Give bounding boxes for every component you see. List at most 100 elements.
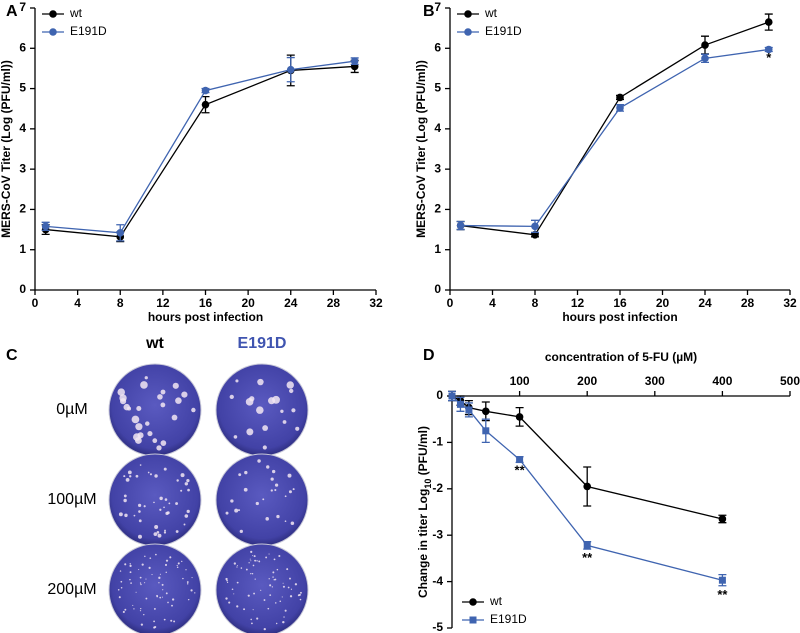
plaque	[225, 597, 228, 600]
plaque	[274, 488, 277, 492]
y-axis-label: MERS-CoV Titer (Log (PFU/ml))	[0, 60, 13, 238]
x-tick-label: 8	[117, 296, 124, 310]
plaque	[137, 432, 144, 439]
plaque	[159, 508, 162, 511]
plaque	[132, 604, 134, 606]
marker	[701, 54, 709, 63]
plaque	[225, 577, 228, 581]
legend-label: E191D	[490, 612, 527, 626]
plaque	[269, 584, 272, 587]
plaque	[256, 560, 258, 562]
plaque	[164, 498, 168, 501]
plaque	[159, 496, 163, 501]
x-tick-label: 100	[510, 374, 530, 388]
plaque	[286, 381, 294, 389]
plaque	[176, 479, 179, 482]
series-line	[45, 65, 355, 238]
plaque	[291, 408, 296, 413]
plaque	[281, 596, 283, 598]
x-tick-label: 200	[577, 374, 597, 388]
plaque	[139, 464, 142, 466]
plaque	[260, 589, 262, 591]
plaque	[123, 403, 130, 411]
plaque	[230, 499, 234, 503]
legend-marker	[49, 10, 57, 18]
y-label-suffix: (PFU/ml)	[416, 426, 430, 479]
plaque	[124, 563, 127, 566]
plaque	[247, 594, 250, 597]
plaque	[119, 394, 127, 402]
marker	[456, 221, 465, 230]
plaque	[276, 514, 280, 519]
legend-marker	[469, 616, 477, 624]
plaque	[145, 597, 148, 600]
plaque	[153, 607, 156, 610]
plaque	[252, 555, 254, 557]
plaque	[135, 474, 139, 478]
plaque	[145, 578, 147, 580]
plaque	[168, 502, 171, 505]
plaque	[268, 553, 270, 555]
plaque	[138, 510, 141, 513]
plaque	[245, 568, 248, 571]
marker	[482, 407, 490, 416]
plaque	[186, 509, 190, 513]
plaque	[274, 578, 277, 581]
plaque	[129, 475, 132, 478]
marker	[764, 18, 773, 26]
annotation: **	[582, 550, 593, 565]
plaque	[133, 608, 135, 610]
plaque	[272, 571, 275, 574]
x-tick-label: 24	[698, 296, 712, 310]
marker	[482, 427, 490, 435]
plaque	[130, 582, 132, 584]
plaque	[191, 407, 196, 413]
plaque	[240, 567, 243, 569]
plaque	[268, 578, 270, 580]
row-label: 0µM	[56, 401, 87, 418]
plaque	[254, 578, 256, 580]
plaque	[151, 573, 153, 576]
plaque	[133, 514, 136, 517]
plaque	[231, 588, 234, 591]
plaque	[255, 501, 259, 506]
series-line	[45, 60, 355, 234]
marker	[718, 576, 726, 584]
x-tick-label: 28	[327, 296, 341, 310]
y-axis-label: Change in titer Log10 (PFU/ml)	[416, 426, 433, 598]
plaque	[287, 473, 292, 478]
legend-label: E191D	[70, 24, 107, 38]
plaque	[135, 423, 143, 431]
annotation: **	[717, 587, 728, 602]
plaque	[273, 558, 276, 561]
plaque	[123, 475, 126, 478]
plaque	[164, 529, 166, 532]
plaque	[141, 563, 144, 566]
plaque	[144, 582, 146, 584]
plaque	[252, 609, 254, 611]
plaque	[153, 532, 158, 536]
marker	[583, 541, 591, 549]
plaque	[233, 435, 238, 439]
plaque	[167, 601, 169, 604]
plaque	[282, 420, 287, 424]
marker	[583, 482, 591, 491]
plaque	[144, 555, 146, 558]
plaque	[250, 560, 252, 562]
plaque	[160, 389, 166, 395]
x-axis-label: hours post infection	[562, 310, 677, 324]
plaque	[276, 568, 279, 571]
plaque	[289, 595, 293, 598]
plaque	[295, 426, 300, 431]
plaque	[187, 488, 190, 492]
well	[108, 453, 202, 547]
plaque	[278, 554, 281, 558]
plaque	[257, 378, 264, 386]
x-tick-label: 8	[532, 296, 539, 310]
plaque	[190, 589, 193, 592]
plaque	[149, 557, 152, 559]
plaque	[140, 583, 142, 586]
marker	[350, 57, 359, 65]
marker	[616, 93, 624, 102]
plaque	[140, 381, 148, 389]
